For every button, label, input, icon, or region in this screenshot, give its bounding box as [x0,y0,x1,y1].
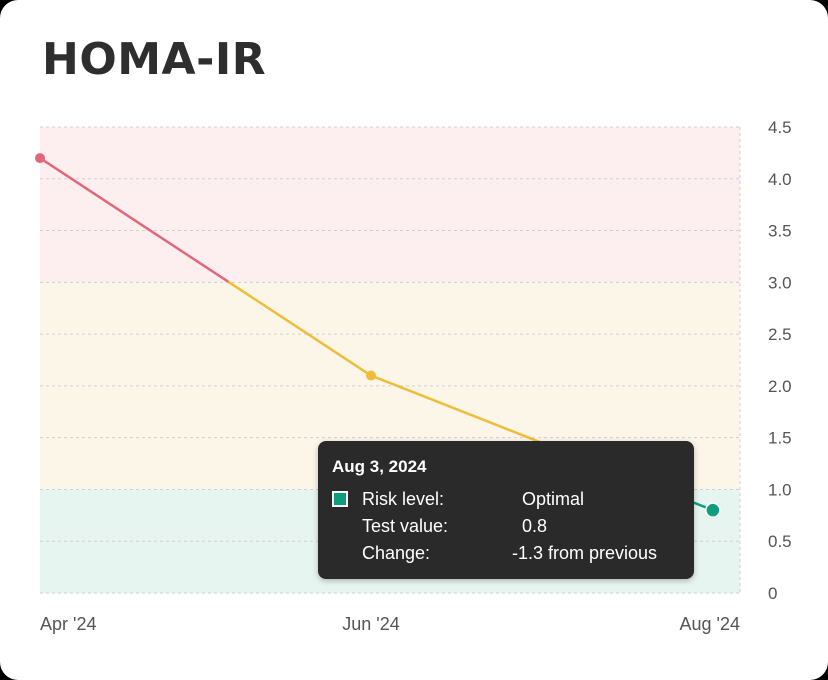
y-tick-label: 4.5 [768,118,792,137]
y-tick-label: 3.0 [768,273,792,292]
y-tick-label: 1.0 [768,480,792,499]
highlighted-data-point [705,502,721,518]
x-tick-label: Aug '24 [680,614,741,634]
y-tick-label: 2.0 [768,377,792,396]
y-tick-label: 4.0 [768,170,792,189]
risk-band-high [40,127,740,283]
chart-title: HOMA-IR [42,34,267,85]
data-point [35,153,45,164]
tooltip-change-value: -1.3 from previous [512,543,658,563]
x-tick-label: Apr '24 [40,614,96,634]
tooltip-test-value: 0.8 [522,516,548,536]
y-tick-label: 0 [768,584,777,603]
data-point-tooltip: Aug 3, 2024 Risk level: Optimal Test val… [318,441,694,579]
tooltip-test-label: Test value: [362,516,449,536]
tooltip-change-label: Change: [362,543,431,563]
risk-color-swatch [332,491,348,507]
tooltip-date: Aug 3, 2024 [332,457,427,476]
x-tick-label: Jun '24 [342,614,399,634]
y-tick-label: 2.5 [768,325,792,344]
series-line-segment [227,281,373,377]
tooltip-risk-label: Risk level: [362,489,445,509]
tooltip-risk-value: Optimal [522,489,585,509]
y-tick-label: 1.5 [768,429,792,448]
data-point [366,370,377,381]
y-tick-label: 3.5 [768,222,792,241]
y-tick-label: 0.5 [768,532,792,551]
series-line-segment [38,156,231,284]
